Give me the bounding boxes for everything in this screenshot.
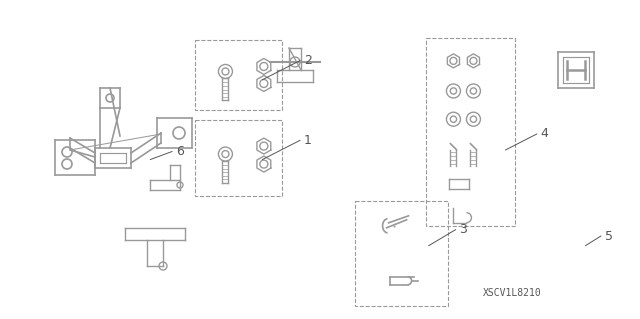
Text: 6: 6 <box>176 145 184 158</box>
Text: XSCV1L8210: XSCV1L8210 <box>483 288 542 299</box>
Bar <box>355 201 448 306</box>
Text: 2: 2 <box>304 54 312 67</box>
Text: 5: 5 <box>605 230 613 242</box>
Text: 3: 3 <box>460 223 467 236</box>
Text: 1: 1 <box>304 134 312 147</box>
Bar <box>195 40 282 110</box>
Bar <box>426 38 515 226</box>
Bar <box>195 120 282 196</box>
Text: 4: 4 <box>541 128 548 140</box>
